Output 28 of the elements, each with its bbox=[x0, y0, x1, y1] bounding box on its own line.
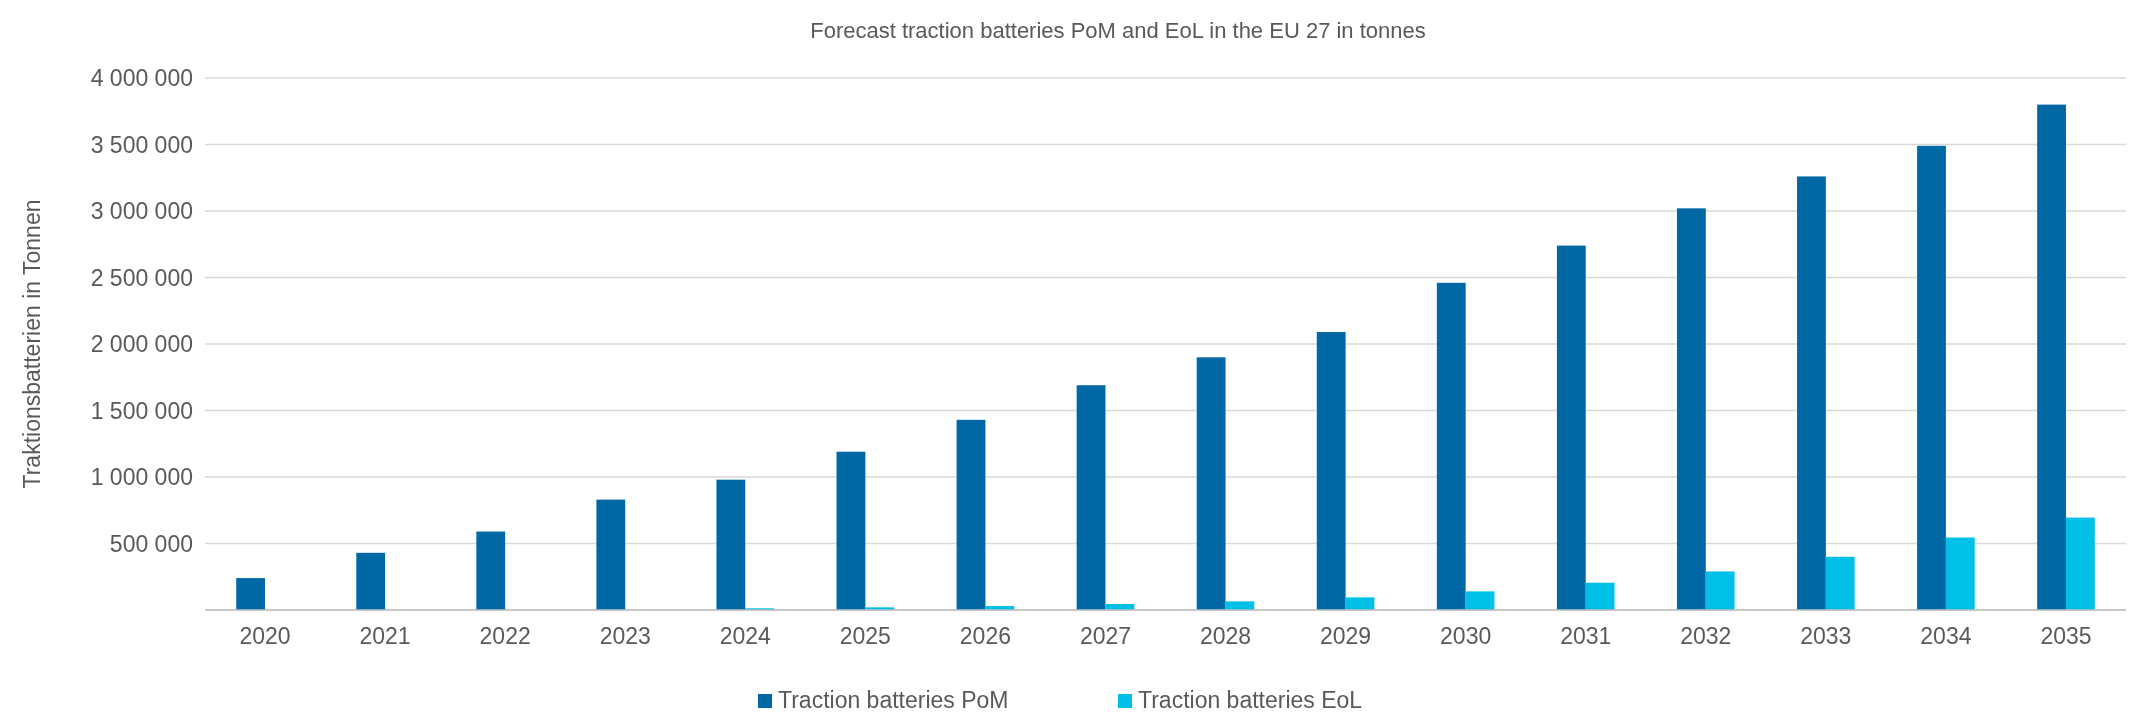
x-tick-label: 2022 bbox=[479, 623, 531, 649]
y-tick-label: 2 000 000 bbox=[90, 331, 193, 358]
y-tick-label: 1 500 000 bbox=[90, 397, 193, 424]
y-tick-label: 500 000 bbox=[109, 530, 193, 557]
x-tick-label: 2021 bbox=[359, 623, 411, 649]
x-tick-label: 2033 bbox=[1800, 623, 1852, 649]
legend-label: Traction batteries EoL bbox=[1138, 687, 1363, 713]
x-tick-label: 2027 bbox=[1079, 623, 1132, 649]
x-tick-label: 2030 bbox=[1440, 623, 1492, 649]
y-tick-label: 4 000 000 bbox=[90, 65, 193, 92]
x-tick-label: 2024 bbox=[719, 623, 772, 649]
x-tick-label: 2028 bbox=[1199, 623, 1252, 649]
chart-title: Forecast traction batteries PoM and EoL in the EU 27 in tonnes bbox=[810, 18, 1426, 43]
x-tick-label: 2026 bbox=[959, 623, 1011, 649]
x-tick-label: 2035 bbox=[2040, 623, 2092, 649]
x-tick-label: 2032 bbox=[1680, 623, 1732, 649]
y-tick-label: 3 000 000 bbox=[90, 198, 193, 225]
x-tick-label: 2025 bbox=[839, 623, 891, 649]
x-tick-label: 2029 bbox=[1320, 623, 1372, 649]
x-tick-label: 2034 bbox=[1920, 623, 1972, 649]
y-tick-label: 3 500 000 bbox=[90, 131, 193, 158]
y-tick-label: 1 000 000 bbox=[90, 464, 193, 491]
x-tick-label: 2031 bbox=[1560, 623, 1612, 649]
y-tick-label: 2 500 000 bbox=[90, 264, 193, 291]
y-axis-title: Traktionsbatterien in Tonnen bbox=[19, 199, 45, 489]
legend-label: Traction batteries PoM bbox=[778, 687, 1009, 713]
x-tick-label: 2020 bbox=[239, 623, 291, 649]
x-tick-label: 2023 bbox=[599, 623, 651, 649]
